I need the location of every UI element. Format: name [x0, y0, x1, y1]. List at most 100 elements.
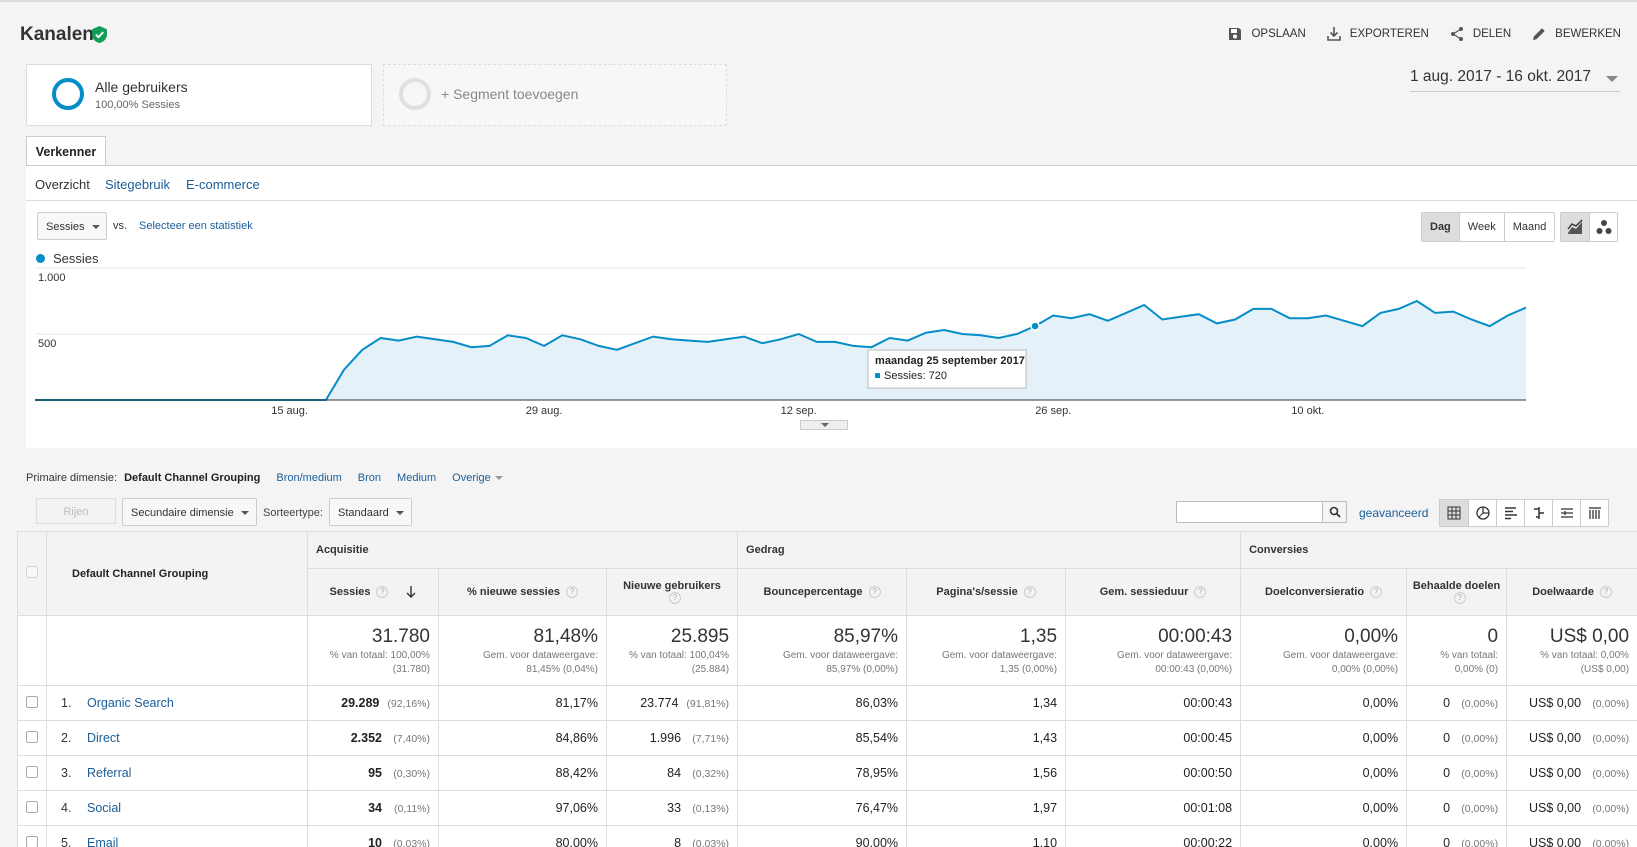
bounce-value: 85,54% — [737, 720, 908, 756]
line-chart-button[interactable] — [1561, 213, 1589, 241]
bounce-value: 78,95% — [737, 755, 908, 791]
save-button[interactable]: OPSLAAN — [1227, 26, 1306, 42]
goals-value: 0 — [1443, 766, 1451, 780]
sessions-value: 29.289 — [341, 696, 380, 710]
period-toggle: Dag Week Maand — [1421, 212, 1556, 242]
view-performance-button[interactable] — [1496, 500, 1524, 526]
channel-link[interactable]: Organic Search — [87, 696, 174, 710]
help-icon[interactable]: ? — [1023, 586, 1036, 599]
table-row: 1. Organic Search 29.289 (92,16%) 81,17% 2… — [17, 685, 1637, 721]
table-search-input[interactable] — [1176, 501, 1323, 523]
subnav-overview[interactable]: Overzicht — [35, 177, 90, 192]
tab-explorer[interactable]: Verkenner — [26, 136, 106, 166]
period-week-button[interactable]: Week — [1458, 213, 1504, 241]
subnav-site-usage[interactable]: Sitegebruik — [105, 177, 171, 192]
table-row: 4. Social 34 (0,11%) 97,06% 33 (0,13%) 76,4… — [17, 790, 1637, 826]
row-checkbox[interactable] — [26, 730, 38, 743]
view-table-button[interactable] — [1440, 500, 1468, 526]
goals-pct: (0,00%) — [1461, 803, 1499, 815]
select-all-cell — [17, 531, 47, 616]
col-goals[interactable]: Behaalde doelen? — [1406, 568, 1508, 616]
secondary-dimension-select[interactable]: Secundaire dimensie — [122, 498, 257, 526]
view-pie-button[interactable] — [1468, 500, 1496, 526]
edit-button[interactable]: BEWERKEN — [1531, 26, 1621, 42]
sort-type-select[interactable]: Standaard — [329, 498, 412, 526]
row-checkbox[interactable] — [26, 765, 38, 778]
help-icon[interactable]: ? — [868, 586, 881, 599]
sessions-chart: 1.000 500 15 aug. 29 aug. 12 sep. 26 sep. 10 o… — [35, 267, 1527, 417]
select-metric-link[interactable]: Selecteer een statistiek — [139, 220, 253, 232]
period-day-button[interactable]: Dag — [1422, 213, 1459, 241]
help-icon[interactable]: ? — [669, 592, 682, 605]
channel-link[interactable]: Referral — [87, 766, 132, 780]
conversion-value: 0,00% — [1240, 825, 1408, 847]
goal-value-pct: (0,00%) — [1592, 803, 1630, 815]
help-icon[interactable]: ? — [1599, 586, 1612, 599]
col-new-sessions[interactable]: % nieuwe sessies? — [438, 568, 607, 616]
tooltip-swatch — [875, 373, 881, 379]
show-rows-button[interactable]: Rijen weergeven — [36, 498, 116, 544]
subnav-ecommerce[interactable]: E-commerce — [186, 177, 260, 192]
help-icon[interactable]: ? — [565, 586, 578, 599]
date-range-picker[interactable]: 1 aug. 2017 - 16 okt. 2017 — [1410, 68, 1620, 92]
vs-label: vs. — [113, 220, 128, 232]
bounce-value: 90,00% — [737, 825, 908, 847]
conversion-value: 0,00% — [1240, 720, 1408, 756]
motion-chart-button[interactable] — [1589, 213, 1617, 241]
dimension-source-medium[interactable]: Bron/medium — [276, 472, 342, 484]
tooltip-date: maandag 25 september 2017 — [875, 355, 1025, 367]
legend-label: Sessies — [53, 251, 99, 266]
pie-chart-icon — [1475, 506, 1490, 520]
col-conversion-rate[interactable]: Doelconversieratio? — [1240, 568, 1408, 616]
dimension-source[interactable]: Bron — [357, 472, 382, 484]
col-new-sessions-label: % nieuwe sessies — [467, 585, 560, 598]
sessions-value: 95 — [368, 766, 382, 780]
help-icon[interactable]: ? — [1194, 586, 1207, 599]
col-pages[interactable]: Pagina's/sessie? — [906, 568, 1067, 616]
x-tick-label: 12 sep. — [781, 405, 817, 417]
select-all-checkbox[interactable] — [26, 566, 38, 578]
tooltip-value: Sessies: 720 — [884, 370, 947, 382]
view-pivot-button[interactable] — [1580, 500, 1608, 526]
row-checkbox[interactable] — [26, 695, 38, 708]
advanced-filter-link[interactable]: geavanceerd — [1359, 506, 1429, 520]
share-button[interactable]: DELEN — [1449, 26, 1511, 42]
view-term-cloud-button[interactable] — [1552, 500, 1580, 526]
channel-link[interactable]: Direct — [87, 731, 120, 745]
export-button[interactable]: EXPORTEREN — [1326, 26, 1429, 42]
channel-link[interactable]: Social — [87, 801, 122, 815]
period-month-button[interactable]: Maand — [1503, 213, 1555, 241]
channel-link[interactable]: Email — [87, 836, 119, 847]
bars-icon — [1504, 507, 1517, 520]
dimension-other[interactable]: Overige — [452, 472, 503, 484]
share-icon — [1450, 27, 1463, 41]
new-sessions-value: 81,17% — [438, 685, 607, 721]
col-duration[interactable]: Gem. sessieduur? — [1065, 568, 1242, 616]
help-icon[interactable]: ? — [1453, 592, 1466, 605]
help-icon[interactable]: ? — [376, 586, 389, 599]
view-comparison-button[interactable] — [1524, 500, 1552, 526]
segment-name: Alle gebruikers — [95, 79, 188, 95]
add-segment-label: + Segment toevoegen — [441, 86, 579, 102]
col-conversion-rate-label: Doelconversieratio — [1265, 585, 1365, 598]
y-tick-label: 500 — [38, 338, 56, 350]
goals-value: 0 — [1443, 836, 1451, 847]
dimension-medium[interactable]: Medium — [397, 472, 437, 484]
chart-collapse-handle[interactable] — [800, 420, 848, 430]
table-toolbar: Rijen weergeven Secundaire dimensie Sort… — [26, 495, 1637, 544]
col-bounce[interactable]: Bouncepercentage? — [737, 568, 908, 616]
goal-value-pct: (0,00%) — [1592, 733, 1630, 745]
segment-all-users[interactable]: Alle gebruikers 100,00% Sessies — [26, 64, 372, 126]
metric-select[interactable]: Sessies — [37, 212, 107, 240]
help-icon[interactable]: ? — [1370, 586, 1383, 599]
col-goal-value[interactable]: Doelwaarde? — [1506, 568, 1637, 616]
row-checkbox[interactable] — [26, 800, 38, 813]
col-sessions[interactable]: Sessies? — [307, 568, 439, 616]
search-button[interactable] — [1323, 501, 1347, 523]
col-new-users[interactable]: Nieuwe gebruikers? — [605, 568, 739, 616]
row-checkbox[interactable] — [26, 835, 38, 847]
add-segment-button[interactable]: + Segment toevoegen — [383, 64, 727, 126]
group-conversions: Conversies — [1240, 531, 1637, 569]
dimension-header[interactable]: Default Channel Grouping — [46, 531, 308, 616]
